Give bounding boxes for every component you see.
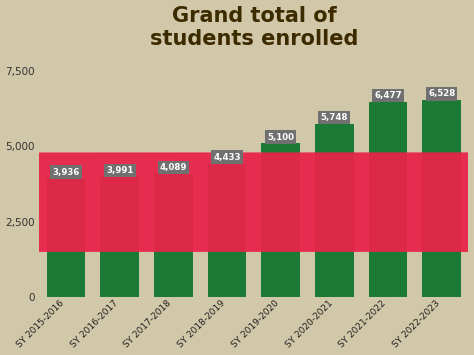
Polygon shape bbox=[0, 152, 474, 252]
Bar bbox=[422, 100, 461, 297]
Text: 4,433: 4,433 bbox=[213, 153, 241, 162]
Text: 5,100: 5,100 bbox=[267, 132, 294, 142]
Bar bbox=[100, 177, 139, 297]
Bar bbox=[208, 163, 246, 297]
Title: Grand total of
students enrolled: Grand total of students enrolled bbox=[150, 6, 358, 49]
Text: 6,528: 6,528 bbox=[428, 89, 455, 98]
Text: 3,991: 3,991 bbox=[106, 166, 134, 175]
Bar bbox=[369, 102, 407, 297]
Bar bbox=[154, 174, 193, 297]
Bar bbox=[47, 179, 85, 297]
Text: 6,477: 6,477 bbox=[374, 91, 402, 100]
Bar bbox=[315, 124, 354, 297]
Text: 3,936: 3,936 bbox=[53, 168, 80, 177]
Text: 4,089: 4,089 bbox=[160, 163, 187, 172]
Bar bbox=[261, 143, 300, 297]
Text: 5,748: 5,748 bbox=[320, 113, 348, 122]
